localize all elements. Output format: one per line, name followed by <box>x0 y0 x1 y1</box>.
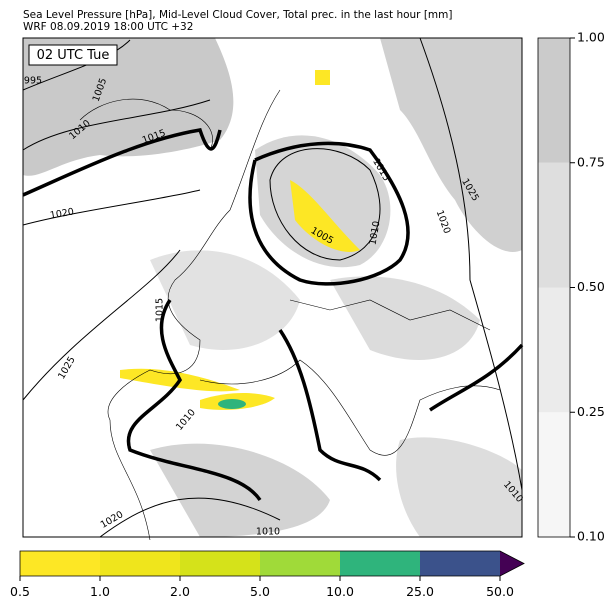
colorbar-segment <box>100 551 180 576</box>
coastlines <box>79 89 501 541</box>
colorbar-tick-label: 2.0 <box>170 584 190 599</box>
colorbar-segment <box>20 551 100 576</box>
isobar-label: 1010 <box>256 527 280 538</box>
colorbar-tick-label: 0.10 <box>577 529 605 544</box>
colorbar-segment <box>260 551 340 576</box>
colorbar-tick-label: 0.50 <box>577 279 605 294</box>
isobar-label: 1020 <box>49 206 75 221</box>
colorbar-tick-label: 25.0 <box>406 584 434 599</box>
colorbar-segment <box>538 162 570 288</box>
colorbar-frame <box>19 550 525 577</box>
colorbar-segment <box>420 551 500 576</box>
colorbar-tick-label: 0.75 <box>577 154 605 169</box>
time-label: 02 UTC Tue <box>37 48 110 63</box>
map-frame <box>22 37 523 538</box>
isobars-1015 <box>22 128 524 502</box>
title: Sea Level Pressure [hPa], Mid-Level Clou… <box>23 9 453 21</box>
colorbar-tick-label: 10.0 <box>326 584 354 599</box>
cloud-colorbar: 0.10 0.25 0.50 0.75 1.00 <box>537 30 605 544</box>
colorbar-tick-label: 0.25 <box>577 404 605 419</box>
colorbar-extend <box>500 551 524 576</box>
colorbar-segment <box>180 551 260 576</box>
isobar-label: 1015 <box>155 298 166 322</box>
isobar-label: 995 <box>24 76 42 87</box>
precip-colorbar: 0.5 1.0 2.0 5.0 10.0 25.0 50.0 <box>10 550 525 599</box>
colorbar-tick-label: 0.5 <box>10 584 30 599</box>
cloud-cover <box>23 38 522 537</box>
isobar-label: 1010 <box>367 220 382 246</box>
subtitle: WRF 08.09.2019 18:00 UTC +32 <box>23 21 193 33</box>
precip-core <box>218 399 246 409</box>
colorbar-segment <box>340 551 420 576</box>
time-box <box>28 44 118 66</box>
colorbar-segment <box>538 38 570 163</box>
colorbar-tick-label: 1.0 <box>90 584 110 599</box>
colorbar-segment <box>538 287 570 413</box>
isobars <box>22 37 523 538</box>
colorbar-segment <box>538 412 570 537</box>
colorbar-tick-label: 1.00 <box>577 30 605 45</box>
colorbar-tick-label: 50.0 <box>486 584 514 599</box>
colorbar-tick-label: 5.0 <box>250 584 270 599</box>
